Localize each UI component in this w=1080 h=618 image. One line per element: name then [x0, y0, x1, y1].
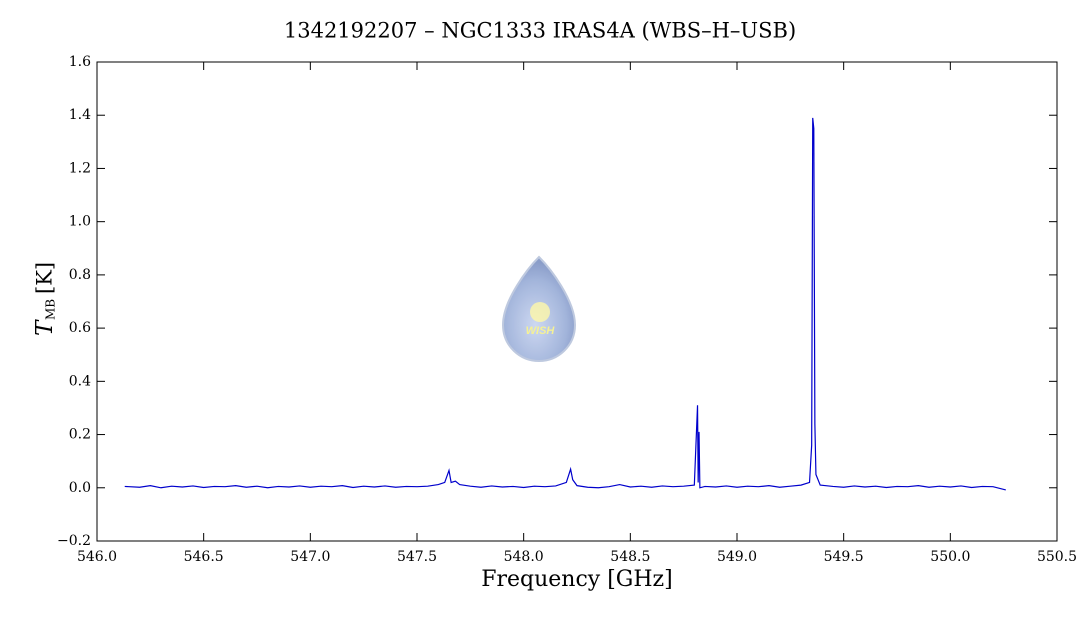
y-tick-label: 0.2 [69, 427, 91, 443]
y-tick-label: 1.4 [69, 107, 91, 123]
x-axis-label: Frequency [GHz] [481, 567, 673, 592]
y-tick-label: 0.0 [69, 480, 91, 496]
x-tick-label: 550.5 [1037, 549, 1077, 565]
y-tick-label: 1.0 [69, 214, 91, 230]
y-label-symbol: T [32, 319, 58, 336]
y-axis-label: T MB [K] [32, 262, 58, 336]
plot-frame [96, 61, 1058, 542]
watermark-logo: WISH [501, 255, 577, 363]
y-label-unit: [K] [33, 262, 57, 294]
x-tick-label: 547.5 [397, 549, 437, 565]
y-tick-label: 1.6 [69, 54, 91, 70]
y-tick-label: 0.4 [69, 373, 91, 389]
x-tick-label: 550.0 [930, 549, 970, 565]
x-tick-label: 546.5 [184, 549, 224, 565]
y-tick-label: 0.6 [69, 320, 91, 336]
y-tick-label: −0.2 [57, 533, 91, 549]
y-label-subscript: MB [44, 299, 58, 320]
x-tick-label: 548.5 [610, 549, 650, 565]
x-tick-label: 548.0 [504, 549, 544, 565]
x-tick-label: 549.5 [824, 549, 864, 565]
x-tick-label: 547.0 [290, 549, 330, 565]
y-tick-label: 0.8 [69, 267, 91, 283]
x-tick-label: 549.0 [717, 549, 757, 565]
x-tick-label: 546.0 [77, 549, 117, 565]
watermark-text: WISH [526, 325, 556, 337]
spectrum-line [124, 117, 1006, 491]
y-tick-label: 1.2 [69, 160, 91, 176]
chart-title: 1342192207 – NGC1333 IRAS4A (WBS–H–USB) [284, 19, 796, 43]
